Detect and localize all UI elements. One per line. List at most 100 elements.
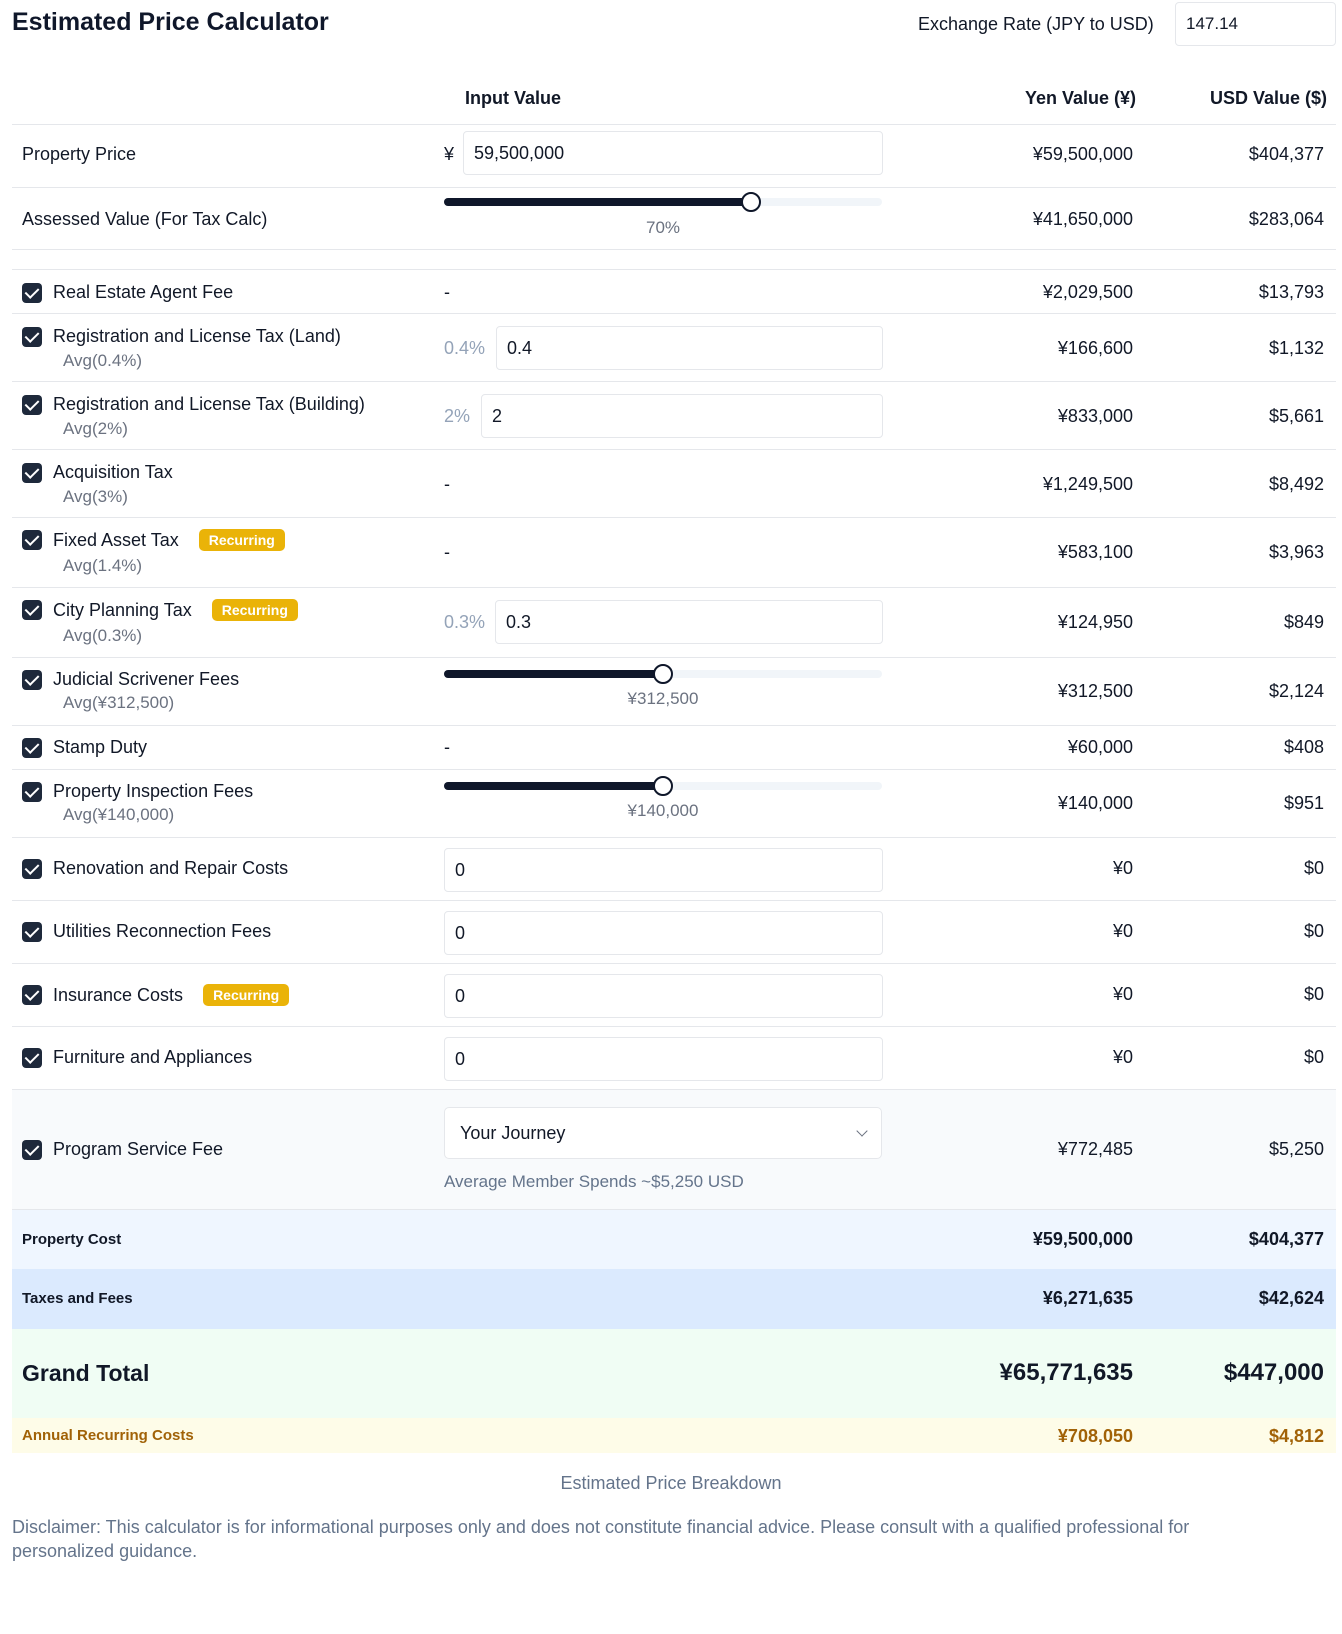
fee-checkbox-label[interactable]: Stamp Duty (22, 737, 147, 758)
fee-checkbox-label[interactable]: Property Inspection Fees (22, 781, 253, 802)
row-fee: Fixed Asset Tax Recurring Avg(1.4%) - ¥58… (12, 517, 1336, 587)
fee-checkbox-label[interactable]: Registration and License Tax (Building) (22, 394, 365, 415)
program-select[interactable]: Your Journey (444, 1107, 882, 1159)
yen-value: ¥41,650,000 (1032, 209, 1133, 229)
row-label: Real Estate Agent Fee (53, 282, 234, 302)
checkbox[interactable] (22, 394, 42, 415)
checkbox[interactable] (22, 737, 42, 758)
amount-input[interactable] (444, 911, 883, 955)
percent-label: 0.4% (444, 338, 486, 358)
checkbox[interactable] (22, 530, 42, 550)
checkbox[interactable] (22, 1047, 42, 1068)
yen-value: ¥0 (1112, 921, 1133, 941)
average-hint: Avg(0.3%) (63, 626, 143, 645)
fee-checkbox-label[interactable]: Program Service Fee (22, 1139, 223, 1160)
rate-input[interactable] (481, 394, 883, 438)
slider-value-label: 70% (645, 218, 681, 237)
exchange-rate-input[interactable] (1175, 2, 1336, 46)
checkbox[interactable] (22, 282, 42, 303)
fee-checkbox-label[interactable]: City Planning Tax Recurring (22, 599, 298, 621)
fee-checkbox-label[interactable]: Fixed Asset Tax Recurring (22, 529, 285, 551)
property-inspection-slider[interactable] (444, 776, 882, 796)
usd-value: $3,963 (1268, 542, 1324, 562)
average-hint: Avg(2%) (63, 419, 128, 438)
checkbox[interactable] (22, 858, 42, 879)
breakdown-caption: Estimated Price Breakdown (560, 1473, 782, 1493)
row-fee: Registration and License Tax (Land) Avg(… (12, 313, 1336, 381)
slider-thumb[interactable] (653, 776, 673, 796)
usd-value: $408 (1283, 737, 1324, 757)
slider-thumb[interactable] (740, 192, 761, 212)
usd-value: $849 (1283, 612, 1324, 632)
slider-fill (444, 198, 751, 206)
average-hint: Avg(0.4%) (63, 351, 143, 370)
checkbox[interactable] (22, 669, 42, 690)
calculator-table: Property Price ¥ ¥59,500,000 $404,377 As… (12, 124, 1336, 1453)
slider-thumb[interactable] (653, 664, 673, 684)
percent-label: 0.3% (444, 612, 486, 632)
row-label: Property Price (22, 144, 137, 164)
row-label: Judicial Scrivener Fees (53, 669, 240, 689)
usd-value: $1,132 (1268, 338, 1324, 358)
yen-value: ¥1,249,500 (1042, 474, 1133, 494)
input-dash: - (444, 282, 450, 302)
disclaimer-text: Disclaimer: This calculator is for infor… (12, 1517, 1190, 1561)
chevron-down-icon (856, 1125, 868, 1137)
yen-value: ¥312,500 (1057, 681, 1133, 701)
summary-label: Property Cost (22, 1231, 122, 1248)
usd-value: $404,377 (1248, 144, 1324, 164)
yen-symbol: ¥ (444, 144, 455, 164)
slider-fill (444, 782, 663, 790)
row-fee: Insurance Costs Recurring ¥0 $0 (12, 963, 1336, 1026)
checkbox[interactable] (22, 600, 42, 620)
summary-annual-recurring: Annual Recurring Costs ¥708,050 $4,812 (12, 1418, 1336, 1453)
row-property-price: Property Price ¥ ¥59,500,000 $404,377 (12, 124, 1336, 187)
row-fee: Registration and License Tax (Building) … (12, 381, 1336, 449)
percent-label: 2% (444, 406, 471, 426)
property-price-input[interactable] (463, 131, 883, 175)
row-label: Insurance Costs (53, 984, 184, 1005)
yen-value: ¥583,100 (1057, 542, 1133, 562)
amount-input[interactable] (444, 1037, 883, 1081)
row-program-service-fee: Program Service Fee Your Journey Average… (12, 1089, 1336, 1209)
checkbox[interactable] (22, 921, 42, 942)
fee-checkbox-label[interactable]: Furniture and Appliances (22, 1047, 252, 1068)
usd-value: $5,661 (1268, 406, 1324, 426)
fee-checkbox-label[interactable]: Registration and License Tax (Land) (22, 326, 341, 347)
row-fee: Furniture and Appliances ¥0 $0 (12, 1026, 1336, 1089)
checkbox[interactable] (22, 326, 42, 347)
fee-checkbox-label[interactable]: Judicial Scrivener Fees (22, 669, 239, 690)
checkbox[interactable] (22, 781, 42, 802)
checkbox[interactable] (22, 1139, 42, 1160)
fee-checkbox-label[interactable]: Insurance Costs Recurring (22, 984, 290, 1006)
rate-input[interactable] (495, 600, 883, 644)
checkbox[interactable] (22, 462, 42, 483)
yen-value: ¥833,000 (1057, 406, 1133, 426)
grand-total-yen: ¥65,771,635 (999, 1359, 1133, 1386)
judicial-scrivener-slider[interactable] (444, 664, 882, 684)
amount-input[interactable] (444, 848, 883, 892)
yen-value: ¥0 (1112, 1047, 1133, 1067)
rate-input[interactable] (496, 326, 883, 370)
usd-value: $951 (1283, 793, 1324, 813)
row-fee: Judicial Scrivener Fees Avg(¥312,500) ¥3… (12, 657, 1336, 725)
summary-taxes-fees: Taxes and Fees ¥6,271,635 $42,624 (12, 1269, 1336, 1329)
amount-input[interactable] (444, 974, 883, 1018)
average-hint: Avg(1.4%) (63, 556, 143, 575)
checkbox[interactable] (22, 985, 42, 1005)
row-label: Registration and License Tax (Land) (53, 326, 341, 346)
exchange-rate-label: Exchange Rate (JPY to USD) (918, 14, 1154, 34)
yen-value: ¥166,600 (1057, 338, 1133, 358)
assessed-value-slider[interactable] (444, 192, 882, 212)
fee-checkbox-label[interactable]: Utilities Reconnection Fees (22, 921, 271, 942)
recurring-badge: Recurring (203, 984, 290, 1006)
row-fee: Stamp Duty - ¥60,000 $408 (12, 725, 1336, 769)
average-hint: Avg(¥140,000) (63, 805, 175, 824)
fee-checkbox-label[interactable]: Renovation and Repair Costs (22, 858, 288, 879)
page-title: Estimated Price Calculator (12, 8, 329, 36)
yen-value: ¥2,029,500 (1042, 282, 1133, 302)
row-assessed-value: Assessed Value (For Tax Calc) 70% ¥41,65… (12, 187, 1336, 249)
fee-checkbox-label[interactable]: Real Estate Agent Fee (22, 282, 233, 303)
header-usd-value: USD Value ($) (1209, 88, 1327, 108)
fee-checkbox-label[interactable]: Acquisition Tax (22, 462, 173, 483)
